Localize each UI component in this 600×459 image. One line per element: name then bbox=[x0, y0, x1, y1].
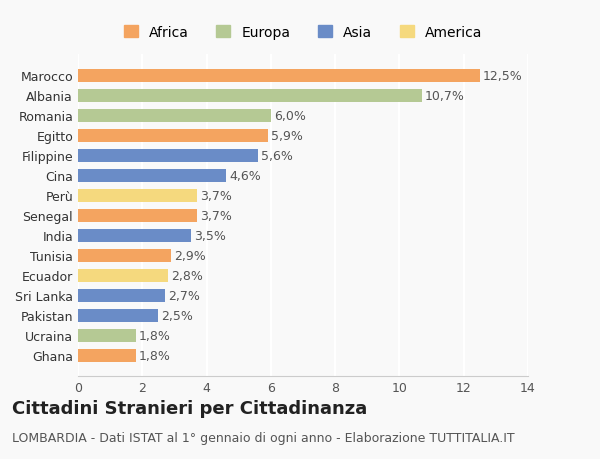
Legend: Africa, Europa, Asia, America: Africa, Europa, Asia, America bbox=[118, 20, 488, 45]
Bar bbox=[78, 249, 171, 262]
Bar bbox=[78, 229, 191, 242]
Bar bbox=[78, 110, 271, 123]
Bar bbox=[78, 169, 226, 182]
Text: 5,9%: 5,9% bbox=[271, 129, 303, 142]
Bar bbox=[78, 90, 422, 102]
Text: 3,5%: 3,5% bbox=[194, 229, 226, 242]
Bar bbox=[78, 269, 168, 282]
Text: 10,7%: 10,7% bbox=[425, 90, 465, 103]
Text: LOMBARDIA - Dati ISTAT al 1° gennaio di ogni anno - Elaborazione TUTTITALIA.IT: LOMBARDIA - Dati ISTAT al 1° gennaio di … bbox=[12, 431, 515, 444]
Bar bbox=[78, 329, 136, 342]
Text: 2,5%: 2,5% bbox=[161, 309, 193, 322]
Bar bbox=[78, 289, 165, 302]
Text: 6,0%: 6,0% bbox=[274, 110, 306, 123]
Text: 12,5%: 12,5% bbox=[483, 70, 523, 83]
Bar bbox=[78, 309, 158, 322]
Bar bbox=[78, 129, 268, 142]
Text: 1,8%: 1,8% bbox=[139, 349, 171, 362]
Bar bbox=[78, 70, 480, 83]
Text: 2,8%: 2,8% bbox=[171, 269, 203, 282]
Text: 2,9%: 2,9% bbox=[175, 249, 206, 262]
Bar bbox=[78, 150, 258, 162]
Text: 2,7%: 2,7% bbox=[168, 289, 200, 302]
Text: 5,6%: 5,6% bbox=[261, 150, 293, 162]
Text: 3,7%: 3,7% bbox=[200, 209, 232, 222]
Text: Cittadini Stranieri per Cittadinanza: Cittadini Stranieri per Cittadinanza bbox=[12, 399, 367, 417]
Text: 3,7%: 3,7% bbox=[200, 189, 232, 202]
Bar bbox=[78, 349, 136, 362]
Bar bbox=[78, 189, 197, 202]
Text: 4,6%: 4,6% bbox=[229, 169, 261, 182]
Text: 1,8%: 1,8% bbox=[139, 329, 171, 342]
Bar bbox=[78, 209, 197, 222]
